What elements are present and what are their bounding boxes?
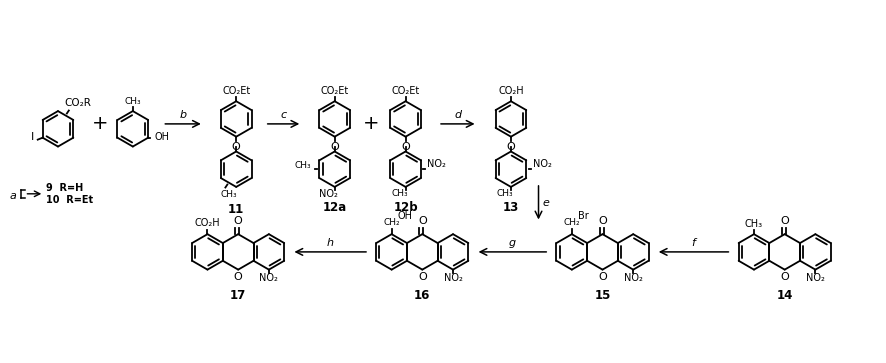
Text: 11: 11: [228, 203, 245, 216]
Text: 15: 15: [595, 289, 610, 302]
Text: CH₃: CH₃: [294, 161, 311, 170]
Text: CO₂R: CO₂R: [64, 98, 90, 108]
Text: e: e: [542, 198, 549, 208]
Text: b: b: [180, 110, 187, 120]
Text: O: O: [598, 216, 607, 226]
Text: CH₃: CH₃: [745, 219, 763, 229]
Text: CO₂Et: CO₂Et: [321, 86, 349, 96]
Text: CH₃: CH₃: [125, 97, 141, 106]
Text: Br: Br: [578, 211, 588, 221]
Text: O: O: [418, 216, 427, 226]
Text: 9  R=H: 9 R=H: [46, 183, 83, 193]
Text: O: O: [234, 272, 243, 282]
Text: 12b: 12b: [393, 201, 418, 214]
Text: d: d: [455, 110, 462, 120]
Text: 14: 14: [776, 289, 793, 302]
Text: NO₂: NO₂: [260, 273, 278, 282]
Text: CO₂H: CO₂H: [195, 218, 221, 228]
Text: h: h: [327, 238, 334, 248]
Text: CH₂: CH₂: [563, 218, 580, 227]
Text: CO₂H: CO₂H: [498, 86, 524, 96]
Text: O: O: [781, 216, 789, 226]
Text: c: c: [280, 110, 286, 120]
Text: CO₂Et: CO₂Et: [222, 86, 251, 96]
Text: 13: 13: [503, 201, 519, 214]
Text: O: O: [507, 142, 516, 152]
Text: NO₂: NO₂: [319, 189, 338, 199]
Text: 12a: 12a: [323, 201, 346, 214]
Text: 17: 17: [230, 289, 246, 302]
Text: I: I: [31, 132, 34, 142]
Text: O: O: [330, 142, 339, 152]
Text: CH₃: CH₃: [220, 190, 237, 199]
Text: NO₂: NO₂: [427, 159, 447, 169]
Text: NO₂: NO₂: [624, 273, 642, 282]
Text: CH₂: CH₂: [384, 218, 400, 227]
Text: OH: OH: [398, 211, 413, 221]
Text: CH₃: CH₃: [392, 189, 408, 198]
Text: 16: 16: [414, 289, 431, 302]
Text: O: O: [401, 142, 410, 152]
Text: a: a: [10, 191, 17, 201]
Text: CH₃: CH₃: [497, 189, 513, 198]
Text: O: O: [781, 272, 789, 282]
Text: NO₂: NO₂: [532, 159, 551, 169]
Text: O: O: [418, 272, 427, 282]
Text: NO₂: NO₂: [806, 273, 825, 282]
Text: f: f: [692, 238, 696, 248]
Text: O: O: [232, 142, 241, 152]
Text: +: +: [363, 114, 379, 133]
Text: OH: OH: [154, 132, 169, 142]
Text: g: g: [509, 238, 516, 248]
Text: O: O: [234, 216, 243, 226]
Text: CO₂Et: CO₂Et: [392, 86, 420, 96]
Text: 10  R=Et: 10 R=Et: [46, 195, 93, 205]
Text: NO₂: NO₂: [444, 273, 462, 282]
Text: +: +: [92, 114, 109, 133]
Text: O: O: [598, 272, 607, 282]
